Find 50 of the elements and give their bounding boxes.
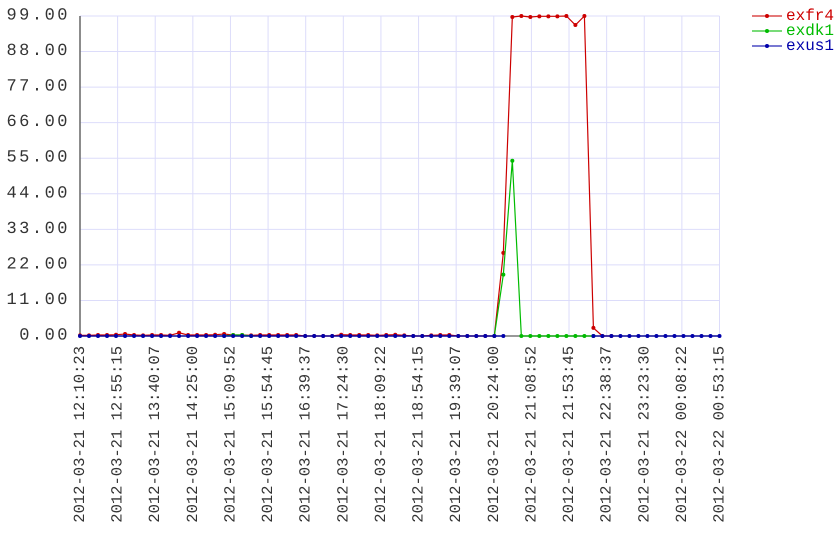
y-tick-label: 66.00 bbox=[6, 113, 70, 132]
y-tick-label: 88.00 bbox=[6, 42, 70, 62]
x-tick-label: 2012-03-21 21:53:45 bbox=[560, 346, 578, 523]
point bbox=[519, 334, 524, 338]
point bbox=[546, 334, 550, 338]
x-tick-label: 2012-03-21 23:23:30 bbox=[635, 346, 654, 523]
point bbox=[537, 334, 542, 338]
x-tick-label: 2012-03-21 18:54:15 bbox=[410, 346, 428, 523]
y-tick-label: 77.00 bbox=[6, 78, 70, 97]
x-tick-label: 2012-03-22 00:08:22 bbox=[672, 346, 691, 523]
x-tick-label: 2012-03-21 13:40:07 bbox=[146, 346, 164, 523]
y-tick-label: 11.00 bbox=[6, 290, 70, 310]
y-tick-label: 0.00 bbox=[19, 326, 70, 346]
y-tick-label: 55.00 bbox=[6, 148, 70, 168]
point bbox=[555, 14, 560, 18]
legend-label: exus1 bbox=[786, 37, 834, 55]
point bbox=[501, 272, 506, 277]
point bbox=[573, 334, 578, 338]
x-tick-label: 2012-03-21 20:24:00 bbox=[484, 346, 503, 523]
x-tick-label: 2012-03-21 21:08:52 bbox=[522, 346, 540, 523]
point bbox=[564, 14, 568, 18]
x-tick-label: 2012-03-21 14:25:00 bbox=[184, 346, 202, 523]
point bbox=[528, 334, 532, 338]
point bbox=[582, 334, 586, 338]
x-tick-label: 2012-03-21 19:39:07 bbox=[447, 346, 466, 523]
point bbox=[555, 334, 560, 338]
point bbox=[519, 14, 524, 18]
y-tick-label: 22.00 bbox=[6, 255, 70, 274]
point bbox=[537, 14, 542, 18]
point bbox=[528, 14, 532, 19]
point bbox=[573, 23, 578, 28]
point bbox=[510, 158, 514, 163]
point bbox=[591, 326, 596, 330]
y-tick-label: 44.00 bbox=[6, 184, 70, 204]
point bbox=[582, 14, 586, 18]
x-tick-label: 2012-03-21 18:09:22 bbox=[372, 346, 390, 523]
x-tick-label: 2012-03-21 16:39:37 bbox=[296, 346, 315, 523]
x-tick-label: 2012-03-21 15:09:52 bbox=[221, 346, 240, 523]
x-tick-label: 2012-03-21 22:38:37 bbox=[598, 346, 616, 523]
x-tick-label: 2012-03-21 17:24:30 bbox=[334, 346, 352, 523]
x-tick-label: 2012-03-21 12:55:15 bbox=[108, 346, 127, 523]
point bbox=[564, 334, 568, 338]
y-tick-label: 33.00 bbox=[6, 220, 70, 239]
x-tick-label: 2012-03-21 12:10:23 bbox=[71, 346, 89, 523]
legend-label: exdk1 bbox=[786, 22, 834, 40]
point bbox=[546, 14, 550, 18]
x-tick-label: 2012-03-22 00:53:15 bbox=[710, 346, 728, 523]
y-tick-label: 99.00 bbox=[6, 6, 70, 26]
x-tick-label: 2012-03-21 15:54:45 bbox=[259, 346, 278, 523]
point bbox=[510, 14, 514, 19]
